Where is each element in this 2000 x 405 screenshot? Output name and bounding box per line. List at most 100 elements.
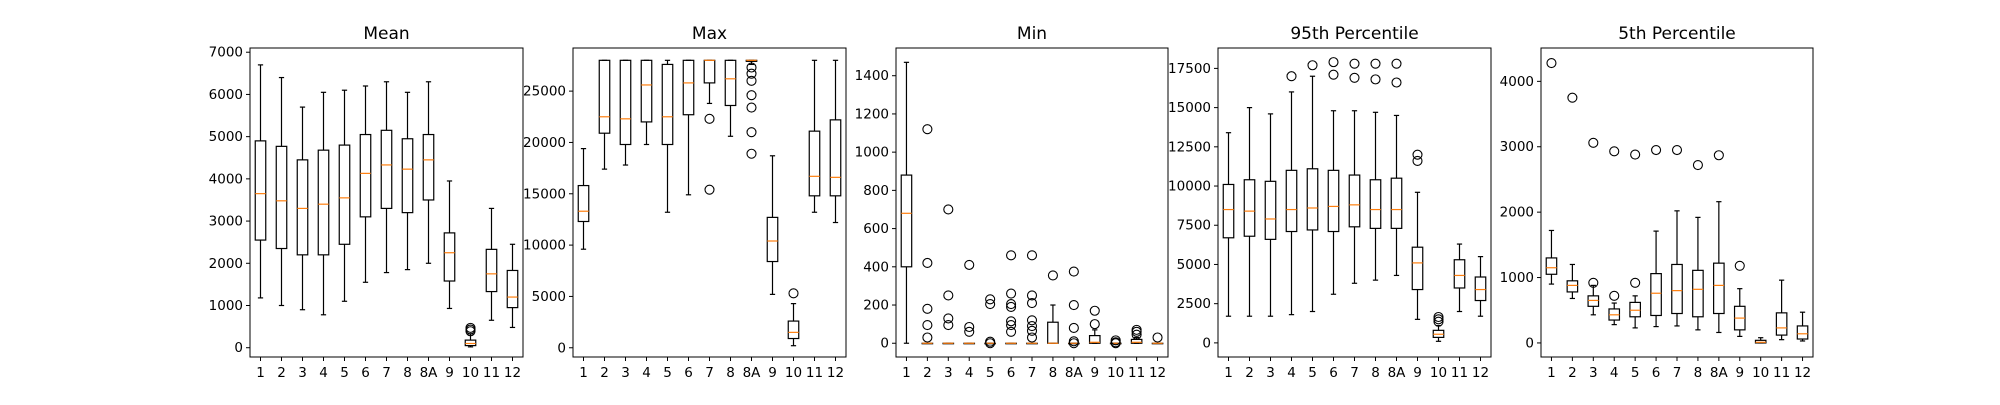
box-body xyxy=(1754,339,1767,344)
outlier-point xyxy=(1026,325,1038,336)
outlier-point xyxy=(1630,277,1641,288)
box-body xyxy=(1390,177,1403,229)
y-tick-label: 12500 xyxy=(1168,139,1211,155)
y-tick-label: 6000 xyxy=(209,87,243,103)
outlier-point xyxy=(1349,72,1360,83)
box-9 xyxy=(443,180,456,310)
box-3 xyxy=(619,59,632,166)
outlier-point xyxy=(1609,290,1620,301)
outlier-point xyxy=(1026,315,1038,326)
box-body xyxy=(338,144,351,245)
box-body xyxy=(485,248,498,293)
box-7 xyxy=(1026,250,1038,345)
y-tick-label: 4000 xyxy=(1500,74,1534,90)
outlier-point xyxy=(922,332,933,343)
box-5 xyxy=(984,294,996,349)
box-body xyxy=(577,184,590,223)
y-tick-label: 0 xyxy=(1525,335,1534,351)
y-tick-label: 2000 xyxy=(209,256,243,272)
outlier-point xyxy=(1047,270,1058,281)
y-tick-label: 800 xyxy=(863,183,889,199)
box-6 xyxy=(359,85,372,283)
x-tick-label: 2 xyxy=(277,365,286,381)
axes-frame xyxy=(1217,47,1492,358)
box-7 xyxy=(1348,58,1361,284)
x-tick-label: 5 xyxy=(663,365,672,381)
outlier-point xyxy=(704,113,715,124)
y-tick-label: 2500 xyxy=(1177,296,1211,312)
outlier-point xyxy=(1026,290,1038,301)
outlier-point xyxy=(1006,326,1017,337)
box-body xyxy=(724,59,737,107)
box-10 xyxy=(787,288,800,347)
box-11 xyxy=(808,59,821,213)
x-tick-label: 2 xyxy=(1245,365,1254,381)
box-body xyxy=(682,59,695,116)
x-tick-label: 4 xyxy=(1287,365,1296,381)
x-tick-label: 8A xyxy=(1065,365,1084,381)
y-tick-label: 20000 xyxy=(523,135,566,151)
box-8A xyxy=(1068,266,1080,349)
box-5 xyxy=(338,89,351,302)
outlier-point xyxy=(1026,332,1038,343)
box-8A xyxy=(422,81,435,264)
box-body xyxy=(380,129,393,210)
box-12 xyxy=(1474,256,1487,317)
x-tick-label: 9 xyxy=(1413,365,1422,381)
x-tick-label: 6 xyxy=(1329,365,1338,381)
box-body xyxy=(359,133,372,218)
outlier-point xyxy=(1370,74,1381,85)
box-8A xyxy=(1390,58,1403,277)
y-tick-label: 400 xyxy=(863,259,889,275)
y-tick-label: 0 xyxy=(880,336,889,352)
x-tick-label: 12 xyxy=(1149,365,1166,381)
box-5 xyxy=(661,59,674,213)
box-3 xyxy=(1587,137,1600,316)
box-5 xyxy=(1306,60,1319,313)
box-body xyxy=(443,232,456,282)
x-tick-label: 4 xyxy=(319,365,328,381)
box-body xyxy=(787,320,800,340)
box-2 xyxy=(1243,107,1256,317)
outlier-point xyxy=(1651,144,1662,156)
outlier-point xyxy=(943,204,954,215)
axes-frame xyxy=(1540,47,1814,358)
box-11 xyxy=(485,207,498,321)
box-body xyxy=(1453,259,1466,289)
box-body xyxy=(1047,321,1059,344)
outlier-point xyxy=(1026,250,1038,261)
box-1 xyxy=(1222,132,1235,317)
box-6 xyxy=(1650,144,1662,328)
axes-frame xyxy=(572,47,847,358)
x-tick-label: 1 xyxy=(902,365,911,381)
box-body xyxy=(1587,295,1600,307)
outlier-point xyxy=(1412,149,1423,160)
axes-frame xyxy=(249,47,524,358)
outlier-point xyxy=(922,124,933,135)
panel-4: 95th Percentile0250050007500100001250015… xyxy=(1168,24,1492,381)
box-body xyxy=(1629,301,1641,318)
outlier-point xyxy=(1006,288,1017,299)
outlier-point xyxy=(922,303,933,314)
outlier-point xyxy=(746,148,757,159)
box-body xyxy=(1088,334,1101,344)
outlier-point xyxy=(1433,314,1444,325)
x-tick-label: 9 xyxy=(1735,365,1744,381)
outlier-point xyxy=(1110,335,1121,346)
box-8 xyxy=(1692,160,1704,331)
x-tick-label: 7 xyxy=(382,365,391,381)
outlier-point xyxy=(746,127,757,138)
x-tick-label: 7 xyxy=(1028,365,1037,381)
box-7 xyxy=(380,81,393,274)
outlier-point xyxy=(1692,160,1703,171)
box-4 xyxy=(1608,146,1621,326)
x-tick-label: 10 xyxy=(462,365,479,381)
box-9 xyxy=(1733,260,1746,337)
box-11 xyxy=(1130,324,1143,344)
outlier-point xyxy=(1391,77,1402,88)
box-1 xyxy=(254,64,267,299)
x-tick-label: 8A xyxy=(1710,365,1729,381)
y-tick-label: 1000 xyxy=(209,298,243,314)
outlier-point xyxy=(465,322,476,333)
